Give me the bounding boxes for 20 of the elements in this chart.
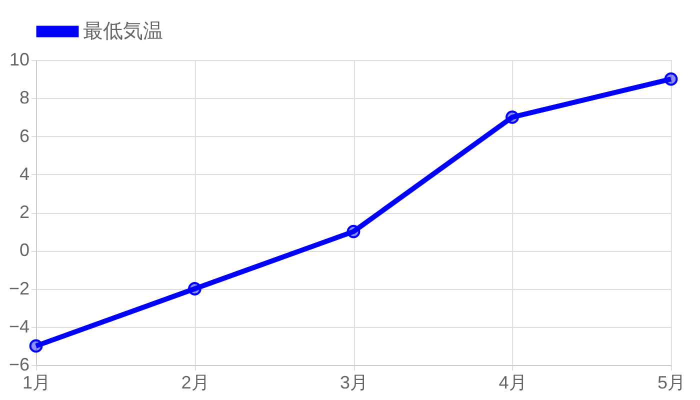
y-tick-label: −6 [8, 354, 30, 374]
point [188, 282, 202, 296]
point [506, 110, 519, 124]
y-tick-label: 4 [19, 164, 30, 184]
x-tick-label: 5月 [657, 372, 686, 392]
y-tick-label: 10 [9, 50, 30, 70]
x-tick-label: 2月 [181, 372, 210, 392]
x-tick-label: 4月 [498, 372, 527, 392]
point [29, 339, 43, 353]
y-tick-label: 0 [19, 240, 30, 260]
legend-label: 最低気温 [83, 20, 163, 42]
y-tick-label: 2 [19, 202, 30, 222]
y-tick-label: 8 [19, 88, 30, 108]
y-tick-label: −2 [8, 278, 30, 298]
point [664, 72, 678, 86]
y-tick-label: 6 [19, 126, 30, 146]
x-tick-label: 3月 [340, 372, 368, 392]
x-tick-label: 1月 [22, 372, 51, 392]
y-tick-label: −4 [8, 316, 30, 336]
point [346, 224, 360, 238]
